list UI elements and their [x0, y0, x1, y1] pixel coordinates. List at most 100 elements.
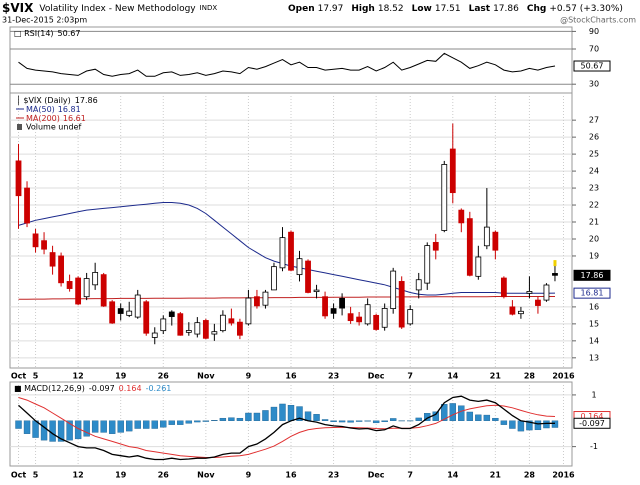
histogram-bar	[117, 420, 124, 433]
candle-body	[262, 291, 269, 306]
x-tick-label: Nov	[197, 372, 215, 381]
histogram-bar	[253, 412, 261, 421]
x-tick-label: 2016	[552, 372, 575, 381]
candle-body	[330, 308, 337, 314]
legend-icon: ■	[14, 384, 24, 393]
candle-body	[117, 308, 124, 314]
copyright: @StockCharts.com	[560, 16, 636, 25]
histogram-bar	[57, 420, 65, 442]
histogram-bar	[49, 420, 56, 442]
candle-body	[373, 314, 380, 330]
candle-body	[49, 252, 56, 267]
panel-frame	[9, 26, 573, 94]
y-tick-label: 19	[589, 251, 599, 260]
candle-body	[347, 313, 354, 322]
candle-body	[339, 298, 345, 309]
legend-icon: │	[16, 95, 23, 105]
histogram-bar	[40, 420, 48, 441]
candle-body	[15, 160, 22, 197]
histogram-bar	[194, 420, 201, 423]
legend-entry: MA(200) 16.61	[26, 114, 86, 123]
quote-value: 17.51	[435, 4, 461, 14]
x-tick-label: 9	[246, 471, 252, 480]
x-tick-label: 23	[328, 372, 339, 381]
histogram-bar	[355, 420, 363, 422]
histogram-bar	[236, 417, 244, 421]
legend-value: 0.164	[119, 384, 142, 393]
histogram-bar	[23, 420, 31, 434]
legend-entry: │ $VIX (Daily) 17.86	[16, 95, 98, 105]
histogram-bar	[185, 420, 193, 424]
x-tick-label: 7	[407, 372, 413, 381]
candle-body	[160, 318, 167, 332]
histogram-bar	[372, 420, 380, 424]
histogram-bar	[143, 420, 150, 429]
legend-value: -0.261	[146, 384, 172, 393]
histogram-bar	[509, 420, 516, 429]
candle-body	[254, 296, 260, 307]
candle-body	[32, 233, 39, 248]
x-tick-label: 21	[490, 372, 502, 381]
y-tick-label: 70	[589, 45, 599, 54]
histogram-bar	[270, 406, 278, 421]
y-tick-label: 23	[589, 184, 599, 193]
candle-body	[75, 277, 82, 305]
header-date: 31-Dec-2015 2:03pm	[2, 16, 87, 25]
candle-body	[305, 260, 311, 293]
histogram-bar	[66, 420, 73, 441]
candle-body	[313, 289, 320, 293]
candle-body	[41, 240, 47, 250]
candle-body	[288, 231, 294, 271]
x-tick-label: 5	[33, 471, 39, 480]
legend-swatch	[17, 124, 22, 130]
histogram-bar	[91, 420, 99, 433]
histogram-bar	[168, 420, 175, 425]
y-tick-label: 21	[589, 218, 599, 227]
histogram-bar	[15, 420, 22, 429]
histogram-bar	[83, 420, 90, 437]
histogram-bar	[245, 412, 252, 421]
candle-body	[271, 266, 277, 291]
histogram-bar	[415, 417, 422, 421]
candle-body	[177, 313, 184, 336]
candle-body	[526, 291, 533, 294]
histogram-bar	[551, 420, 559, 428]
candle-body	[279, 237, 286, 269]
x-tick-label: 9	[246, 372, 252, 381]
legend-value: 17.86	[75, 96, 98, 105]
x-tick-label: 19	[115, 372, 127, 381]
x-tick-label: Dec	[368, 372, 385, 381]
candle-body	[432, 241, 439, 251]
series-line	[18, 397, 556, 458]
histogram-bar	[304, 411, 312, 421]
x-tick-label: 16	[285, 471, 297, 480]
histogram-bar	[134, 420, 141, 429]
histogram-bar	[458, 405, 465, 421]
value-badge-label: 17.86	[581, 271, 604, 280]
candle-body	[398, 281, 405, 328]
histogram-bar	[466, 411, 474, 421]
histogram-bar	[262, 410, 269, 421]
quote-value: 17.97	[318, 4, 344, 14]
x-tick-label: 28	[524, 471, 536, 480]
y-tick-label: 15	[589, 319, 599, 328]
histogram-bar	[126, 420, 133, 432]
histogram-bar	[279, 403, 286, 421]
histogram-bar	[475, 414, 482, 421]
candle-body	[237, 321, 243, 336]
series-line	[18, 202, 556, 296]
x-tick-label: Oct	[11, 471, 27, 480]
value-badge-label: -0.097	[579, 419, 605, 428]
x-tick-label: Dec	[368, 471, 385, 480]
candle-body	[509, 306, 516, 315]
histogram-bar	[219, 417, 227, 421]
histogram-bar	[492, 417, 499, 421]
candle-body	[449, 148, 456, 194]
histogram-bar	[483, 414, 491, 421]
candle-body	[143, 301, 150, 334]
x-tick-label: 16	[285, 372, 297, 381]
x-tick-label: 14	[447, 372, 459, 381]
histogram-bar	[211, 420, 218, 421]
value-badge	[573, 269, 611, 281]
